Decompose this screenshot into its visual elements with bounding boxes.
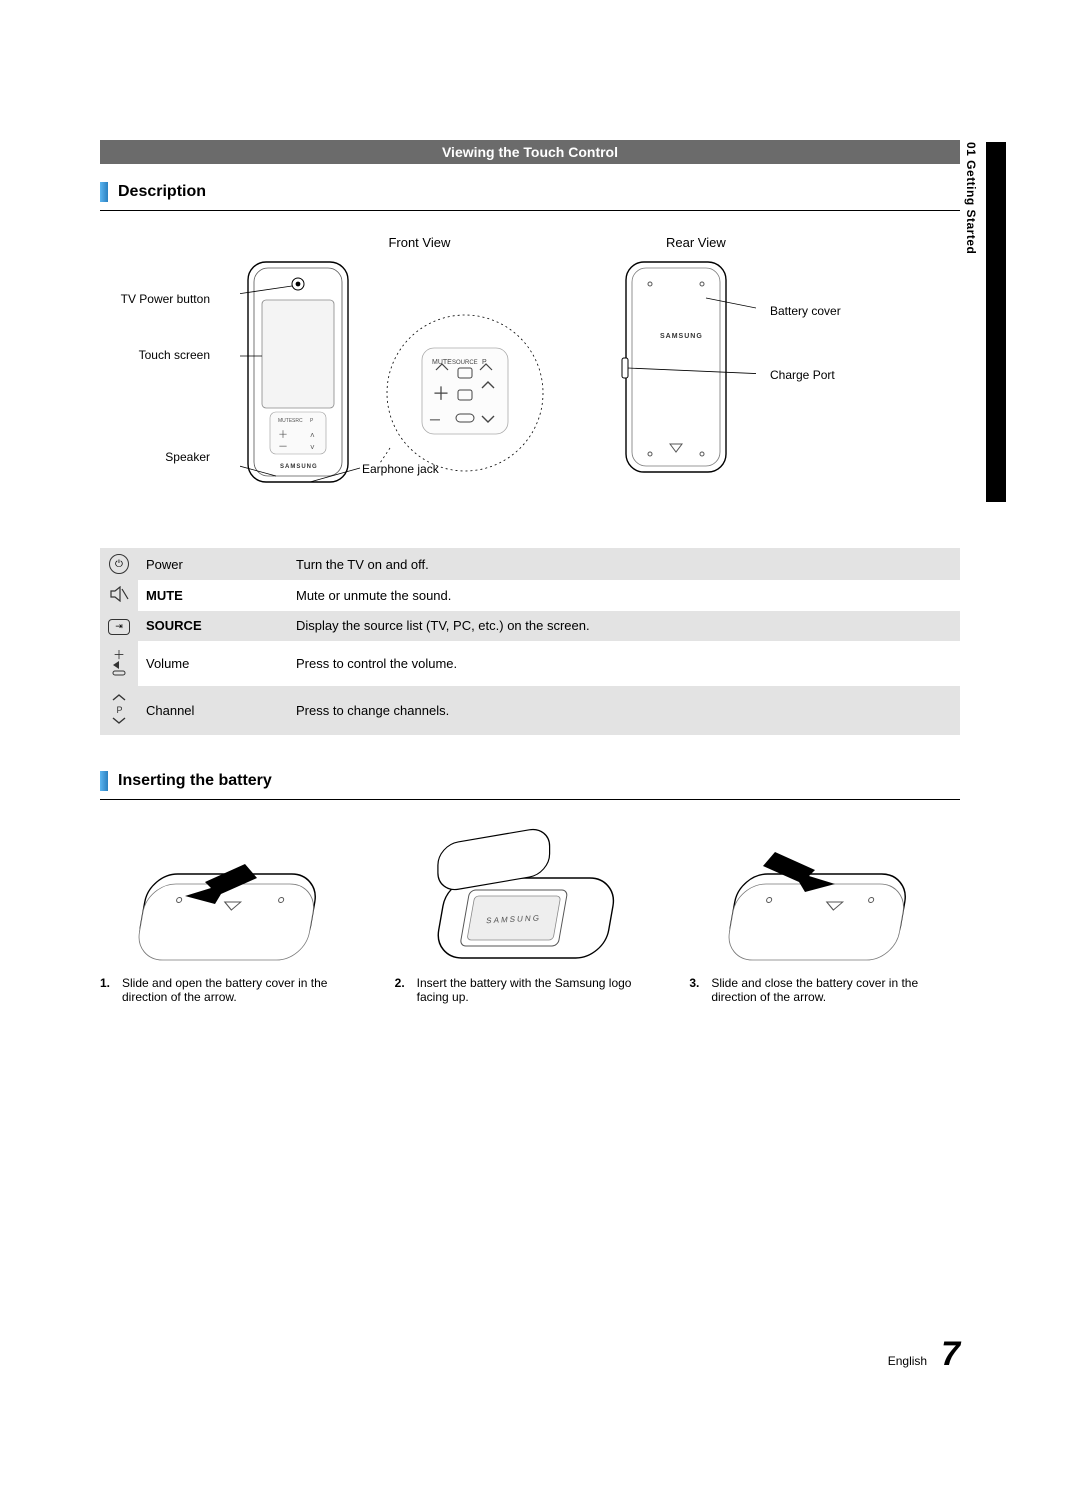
- svg-text:－: －: [278, 442, 288, 453]
- svg-text:SAMSUNG: SAMSUNG: [280, 464, 318, 470]
- fn-label: MUTE: [138, 580, 288, 611]
- views-row: Front View TV Power button Touch screen …: [100, 235, 960, 508]
- callout-power: TV Power button: [100, 292, 210, 306]
- front-view-label: Front View: [240, 235, 599, 250]
- fn-desc: Turn the TV on and off.: [288, 548, 960, 580]
- svg-text:＋: ＋: [113, 648, 125, 662]
- svg-text:MUTE: MUTE: [432, 359, 452, 366]
- fn-desc: Display the source list (TV, PC, etc.) o…: [288, 611, 960, 641]
- callout-battery-cover: Battery cover: [770, 304, 841, 318]
- page-footer: English 7: [888, 1335, 960, 1374]
- channel-icon: P: [100, 686, 138, 735]
- rear-view-label: Rear View: [666, 235, 960, 250]
- function-table: ⏻ Power Turn the TV on and off. MUTE Mut…: [100, 548, 960, 735]
- fn-desc: Press to control the volume.: [288, 641, 960, 686]
- svg-text:SRC: SRC: [292, 418, 303, 424]
- fn-label: Channel: [138, 686, 288, 735]
- svg-text:SOURCE: SOURCE: [452, 360, 478, 366]
- footer-lang: English: [888, 1354, 927, 1368]
- svg-text:MUTE: MUTE: [278, 418, 293, 424]
- svg-text:P: P: [117, 705, 123, 715]
- side-tab-label: 01 Getting Started: [964, 142, 978, 254]
- step-text: 1. Slide and open the battery cover in t…: [100, 976, 371, 1004]
- svg-text:＋: ＋: [432, 384, 450, 404]
- section-battery: Inserting the battery: [100, 771, 960, 791]
- step-3-illustration: [689, 824, 960, 964]
- step-3: 3. Slide and close the battery cover in …: [689, 824, 960, 1004]
- front-remote-illustration: MUTE P SRC ＋ ˄ － ˅ SAMSUNG: [240, 258, 370, 498]
- step-2-illustration: SAMSUNG: [395, 824, 666, 964]
- section-bar-icon: [100, 182, 108, 202]
- svg-text:SAMSUNG: SAMSUNG: [660, 333, 703, 340]
- section-description: Description: [100, 182, 960, 202]
- step-body: Slide and open the battery cover in the …: [122, 976, 371, 1004]
- table-row: ⇥ SOURCE Display the source list (TV, PC…: [100, 611, 960, 641]
- side-tab-black: [986, 142, 1006, 502]
- section-bar-icon: [100, 771, 108, 791]
- step-body: Insert the battery with the Samsung logo…: [417, 976, 666, 1004]
- fn-label: Volume: [138, 641, 288, 686]
- footer-page: 7: [941, 1335, 960, 1374]
- table-row: MUTE Mute or unmute the sound.: [100, 580, 960, 611]
- fn-desc: Mute or unmute the sound.: [288, 580, 960, 611]
- power-icon: ⏻: [100, 548, 138, 580]
- step-num: 2.: [395, 976, 409, 1004]
- svg-text:＋: ＋: [278, 430, 288, 441]
- table-row: ⏻ Power Turn the TV on and off.: [100, 548, 960, 580]
- source-icon: ⇥: [100, 611, 138, 641]
- volume-icon: ＋: [100, 641, 138, 686]
- fn-label: SOURCE: [138, 611, 288, 641]
- step-text: 3. Slide and close the battery cover in …: [689, 976, 960, 1004]
- rear-remote-illustration: SAMSUNG: [616, 258, 756, 488]
- front-view-col: Front View TV Power button Touch screen …: [100, 235, 599, 508]
- table-row: P Channel Press to change channels.: [100, 686, 960, 735]
- step-num: 3.: [689, 976, 703, 1004]
- fn-desc: Press to change channels.: [288, 686, 960, 735]
- section-rule: [100, 799, 960, 800]
- callout-charge-port: Charge Port: [770, 368, 835, 382]
- step-1: 1. Slide and open the battery cover in t…: [100, 824, 371, 1004]
- callout-speaker: Speaker: [100, 450, 210, 464]
- fn-label: Power: [138, 548, 288, 580]
- zoom-bubble-illustration: MUTE P SOURCE ＋ ─: [380, 308, 550, 478]
- svg-text:˄: ˄: [310, 431, 315, 440]
- section-title: Inserting the battery: [118, 772, 272, 790]
- step-num: 1.: [100, 976, 114, 1004]
- step-text: 2. Insert the battery with the Samsung l…: [395, 976, 666, 1004]
- rear-view-col: Rear View SAMSUNG Battery cover: [616, 235, 960, 508]
- table-row: ＋ Volume Press to control the volume.: [100, 641, 960, 686]
- steps-row: 1. Slide and open the battery cover in t…: [100, 824, 960, 1004]
- step-2: SAMSUNG 2. Insert the battery with the S…: [395, 824, 666, 1004]
- svg-text:─: ─: [429, 411, 440, 427]
- section-title: Description: [118, 183, 206, 201]
- step-1-illustration: [100, 824, 371, 964]
- banner-title: Viewing the Touch Control: [100, 140, 960, 164]
- section-rule: [100, 210, 960, 211]
- callout-touchscreen: Touch screen: [100, 348, 210, 362]
- svg-text:˅: ˅: [310, 443, 315, 452]
- side-tab: 01 Getting Started: [964, 142, 984, 502]
- mute-icon: [100, 580, 138, 611]
- step-body: Slide and close the battery cover in the…: [711, 976, 960, 1004]
